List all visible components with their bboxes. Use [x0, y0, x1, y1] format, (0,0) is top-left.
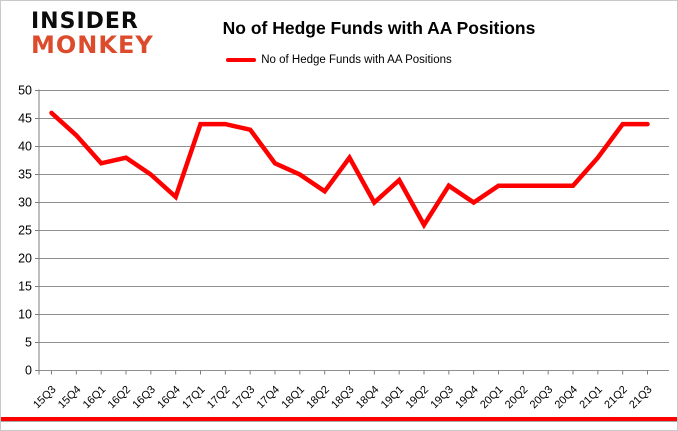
x-tick-label: 15Q3 [31, 384, 59, 412]
x-tick-label: 16Q3 [130, 384, 158, 412]
insider-monkey-logo: INSIDER MONKEY [31, 9, 154, 59]
y-tick-label: 35 [18, 168, 32, 182]
x-tick-label: 17Q2 [205, 384, 233, 412]
x-tick-label: 17Q1 [180, 384, 208, 412]
y-tick-label: 45 [18, 112, 32, 126]
legend-label: No of Hedge Funds with AA Positions [261, 54, 452, 66]
chart-title: No of Hedge Funds with AA Positions [222, 18, 536, 38]
x-tick-label: 20Q3 [528, 384, 556, 412]
x-tick-label: 18Q4 [354, 384, 382, 412]
y-tick-label: 50 [18, 84, 32, 98]
y-tick-label: 25 [18, 224, 32, 238]
y-tick-label: 20 [18, 252, 32, 266]
y-tick-label: 15 [18, 280, 32, 294]
logo-line-insider: INSIDER [31, 9, 139, 34]
x-tick-label: 19Q4 [453, 384, 481, 412]
legend-line-swatch [226, 57, 257, 63]
x-tick-label: 21Q3 [627, 384, 655, 412]
y-tick-label: 10 [18, 308, 32, 322]
x-tick-label: 19Q1 [379, 384, 407, 412]
x-tick-label: 17Q4 [255, 384, 283, 412]
x-tick-label: 16Q4 [155, 384, 183, 412]
x-tick-label: 19Q3 [428, 384, 456, 412]
x-tick-label: 17Q3 [230, 384, 258, 412]
x-tick-label: 18Q1 [279, 384, 307, 412]
y-tick-label: 30 [18, 196, 32, 210]
x-tick-label: 15Q4 [56, 384, 84, 412]
logo-line-monkey: MONKEY [31, 30, 154, 59]
x-tick-label: 20Q1 [478, 384, 506, 412]
x-tick-label: 20Q4 [553, 384, 581, 412]
y-tick-label: 5 [25, 336, 32, 350]
x-tick-label: 16Q1 [81, 384, 109, 412]
x-tick-label: 21Q1 [577, 384, 605, 412]
bottom-red-bar [1, 417, 677, 422]
x-tick-label: 18Q2 [304, 384, 332, 412]
legend: No of Hedge Funds with AA Positions [1, 54, 677, 66]
y-tick-label: 0 [25, 364, 32, 378]
series-line [49, 110, 650, 230]
x-tick-label: 20Q2 [503, 384, 531, 412]
x-tick-label: 19Q2 [404, 384, 432, 412]
x-tick-label: 18Q3 [329, 384, 357, 412]
x-tick-label: 16Q2 [106, 384, 134, 412]
y-tick-label: 40 [18, 140, 32, 154]
x-tick-label: 21Q2 [602, 384, 630, 412]
